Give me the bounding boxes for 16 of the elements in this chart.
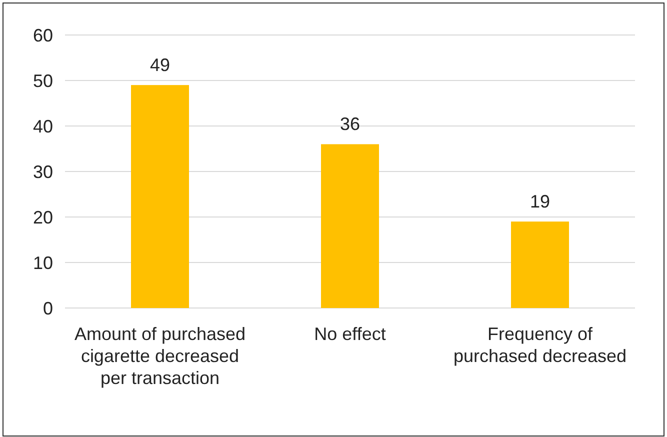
y-tick-label: 50 (32, 70, 53, 91)
x-tick-label: Amount of purchased cigarette decreased per transaction (74, 324, 246, 388)
y-tick-label: 10 (32, 252, 53, 273)
y-tick-label: 20 (32, 207, 53, 228)
y-tick-label: 60 (32, 25, 53, 46)
bar (511, 222, 569, 308)
data-label: 19 (530, 192, 550, 212)
y-tick-label: 40 (32, 116, 53, 136)
bar (321, 144, 379, 308)
data-label: 36 (340, 114, 360, 134)
y-tick-label: 0 (42, 298, 53, 318)
x-tick-label: Frequency of purchased decreased (453, 324, 627, 366)
x-tick-label: No effect (314, 324, 386, 344)
bar (131, 85, 189, 308)
y-tick-label: 30 (32, 162, 53, 182)
data-label: 49 (150, 55, 170, 76)
